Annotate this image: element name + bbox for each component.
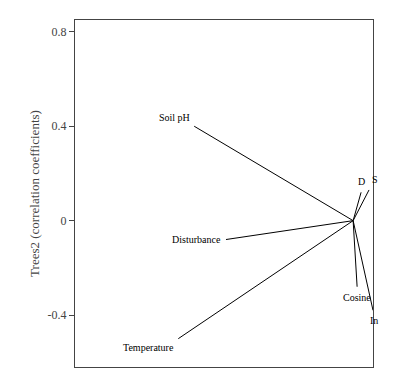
svg-text:Disturbance: Disturbance: [172, 234, 221, 245]
svg-text:0.4: 0.4: [52, 119, 67, 133]
svg-text:D: D: [358, 176, 365, 187]
svg-text:Temperature: Temperature: [123, 342, 174, 353]
svg-text:In: In: [370, 315, 378, 326]
svg-text:Cosine: Cosine: [343, 292, 371, 303]
svg-text:0.8: 0.8: [52, 25, 67, 39]
svg-text:S: S: [372, 174, 378, 185]
svg-text:0: 0: [61, 214, 67, 228]
svg-text:Soil pH: Soil pH: [159, 112, 190, 123]
svg-text:-0.4: -0.4: [48, 308, 67, 322]
svg-text:Trees2 (correlation coefficien: Trees2 (correlation coefficients): [27, 110, 42, 277]
